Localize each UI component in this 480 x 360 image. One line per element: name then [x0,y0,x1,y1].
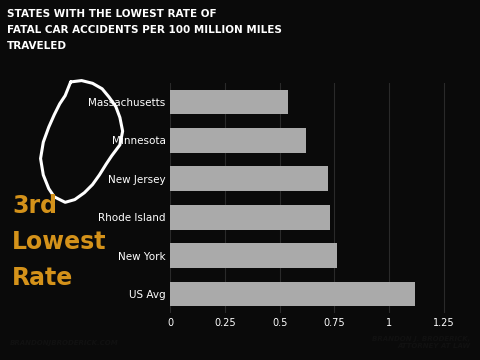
Text: 3rd: 3rd [12,194,57,219]
Bar [170,205,330,230]
Text: Lowest: Lowest [12,230,107,255]
Text: STATES WITH THE LOWEST RATE OF: STATES WITH THE LOWEST RATE OF [7,9,217,19]
Text: Rate: Rate [12,266,73,291]
Text: BRANDON J. BRODERICK,
ATTORNEY AT LAW: BRANDON J. BRODERICK, ATTORNEY AT LAW [372,336,470,350]
Bar [170,282,415,306]
Bar [170,128,306,153]
Text: TRAVELED: TRAVELED [7,41,67,51]
Bar [170,90,288,114]
Bar [170,243,336,268]
Text: BRANDONJBRODERICK.COM: BRANDONJBRODERICK.COM [10,340,119,346]
Text: FATAL CAR ACCIDENTS PER 100 MILLION MILES: FATAL CAR ACCIDENTS PER 100 MILLION MILE… [7,25,282,35]
Bar [170,166,328,191]
